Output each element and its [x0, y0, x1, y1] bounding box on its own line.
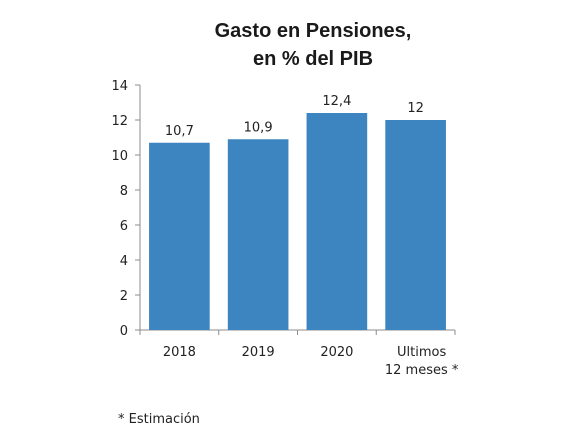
- plot-area: 0 2 4 6 8 10 12 14 10,7 2018 10,9 2019 12,4 2020 12 Ult…: [111, 79, 458, 378]
- y-tick-label: 0: [120, 324, 128, 339]
- bar: [227, 139, 289, 330]
- y-tick-label: 8: [120, 184, 128, 199]
- data-label: 12: [407, 101, 424, 116]
- chart-title-line-1: Gasto en Pensiones,: [215, 20, 412, 42]
- chart-title-line-2: en % del PIB: [253, 48, 373, 70]
- y-tick-label: 12: [111, 114, 128, 129]
- x-category-label: Ultimos: [397, 345, 446, 360]
- bar: [306, 113, 368, 330]
- x-category-label: 12 meses *: [385, 363, 459, 378]
- footnote: * Estimación: [118, 412, 200, 427]
- data-label: 10,7: [165, 124, 194, 139]
- x-category-label: 2019: [242, 345, 275, 360]
- x-category-label: 2020: [320, 345, 353, 360]
- data-label: 12,4: [322, 94, 351, 109]
- x-category-label: 2018: [163, 345, 196, 360]
- y-tick-label: 10: [111, 149, 128, 164]
- bar: [149, 142, 210, 330]
- y-tick-label: 14: [111, 79, 128, 94]
- y-tick-label: 4: [120, 254, 128, 269]
- data-label: 10,9: [244, 120, 273, 135]
- y-tick-label: 2: [120, 289, 128, 304]
- y-tick-label: 6: [120, 219, 128, 234]
- bar: [385, 120, 446, 330]
